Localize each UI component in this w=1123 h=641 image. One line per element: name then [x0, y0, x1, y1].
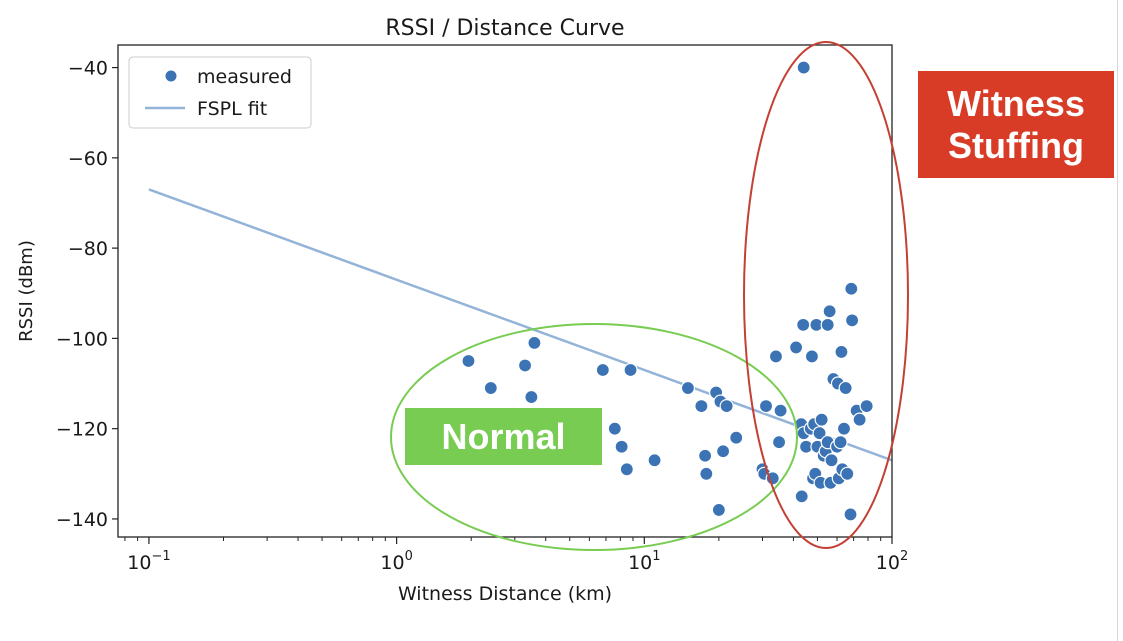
- witness-stuffing-label: Witness Stuffing: [918, 71, 1114, 178]
- data-point-19: [719, 399, 734, 414]
- page-edge-line: [1117, 0, 1118, 641]
- y-tick-label-4: −120: [56, 419, 108, 441]
- data-point-66: [852, 412, 867, 427]
- data-point-49: [822, 304, 837, 319]
- legend-label-measured: measured: [197, 66, 292, 88]
- y-tick-label-1: −60: [68, 148, 108, 170]
- legend: measured FSPL fit: [128, 56, 312, 129]
- data-point-14: [699, 466, 714, 481]
- data-point-44: [814, 412, 829, 427]
- data-point-56: [833, 435, 848, 450]
- x-tick-label-3: 102: [876, 549, 908, 574]
- data-point-10: [647, 453, 662, 468]
- data-point-7: [614, 439, 629, 454]
- legend-label-fspl: FSPL fit: [197, 98, 267, 120]
- data-point-51: [824, 453, 839, 468]
- plot-frame: [117, 44, 893, 538]
- data-point-6: [607, 421, 622, 436]
- stuffing-label-line2: Stuffing: [948, 124, 1084, 166]
- data-point-2: [517, 358, 533, 373]
- y-axis-label: RSSI (dBm): [16, 240, 37, 342]
- y-tick-label-3: −100: [56, 328, 108, 350]
- data-point-60: [838, 380, 853, 396]
- data-point-5: [595, 362, 610, 378]
- data-point-27: [773, 403, 788, 418]
- y-tick-label-2: −80: [68, 238, 108, 260]
- x-tick-label-2: 101: [628, 549, 660, 574]
- data-point-63: [844, 281, 859, 296]
- x-axis-label: Witness Distance (km): [398, 583, 612, 605]
- data-point-26: [771, 435, 787, 450]
- data-point-47: [820, 317, 835, 332]
- data-point-30: [794, 489, 809, 504]
- fspl-fit-line: [148, 188, 893, 462]
- chart-title: RSSI / Distance Curve: [385, 16, 624, 41]
- data-point-25: [768, 349, 784, 364]
- data-point-8: [619, 462, 634, 477]
- data-point-1: [483, 380, 498, 396]
- data-point-23: [758, 399, 774, 414]
- data-point-3: [524, 389, 539, 405]
- x-tick-label-1: 100: [380, 549, 412, 574]
- x-tick-label-0: 10−1: [127, 549, 170, 574]
- data-point-33: [796, 60, 811, 75]
- data-point-61: [840, 466, 855, 481]
- data-point-59: [836, 421, 852, 436]
- data-point-18: [715, 444, 731, 459]
- data-point-4: [527, 335, 542, 351]
- data-point-67: [859, 399, 874, 414]
- data-point-28: [788, 340, 804, 355]
- normal-label: Normal: [405, 408, 602, 465]
- data-point-42: [812, 426, 827, 441]
- data-point-12: [694, 399, 709, 414]
- y-tick-label-0: −40: [68, 58, 108, 80]
- data-point-16: [711, 502, 726, 518]
- data-point-57: [834, 344, 849, 360]
- data-point-0: [461, 353, 476, 369]
- data-point-9: [623, 362, 638, 378]
- data-point-36: [804, 349, 820, 364]
- data-point-31: [796, 317, 811, 332]
- normal-cluster-ellipse: [390, 323, 798, 551]
- legend-marker-measured: [164, 69, 178, 83]
- data-point-20: [729, 430, 744, 445]
- data-point-64: [844, 313, 860, 328]
- data-point-13: [698, 448, 713, 463]
- data-point-62: [843, 507, 858, 522]
- y-tick-label-5: −140: [56, 509, 108, 531]
- data-point-11: [680, 380, 696, 396]
- stuffing-label-line1: Witness: [947, 82, 1085, 124]
- stuffing-cluster-ellipse: [743, 41, 909, 549]
